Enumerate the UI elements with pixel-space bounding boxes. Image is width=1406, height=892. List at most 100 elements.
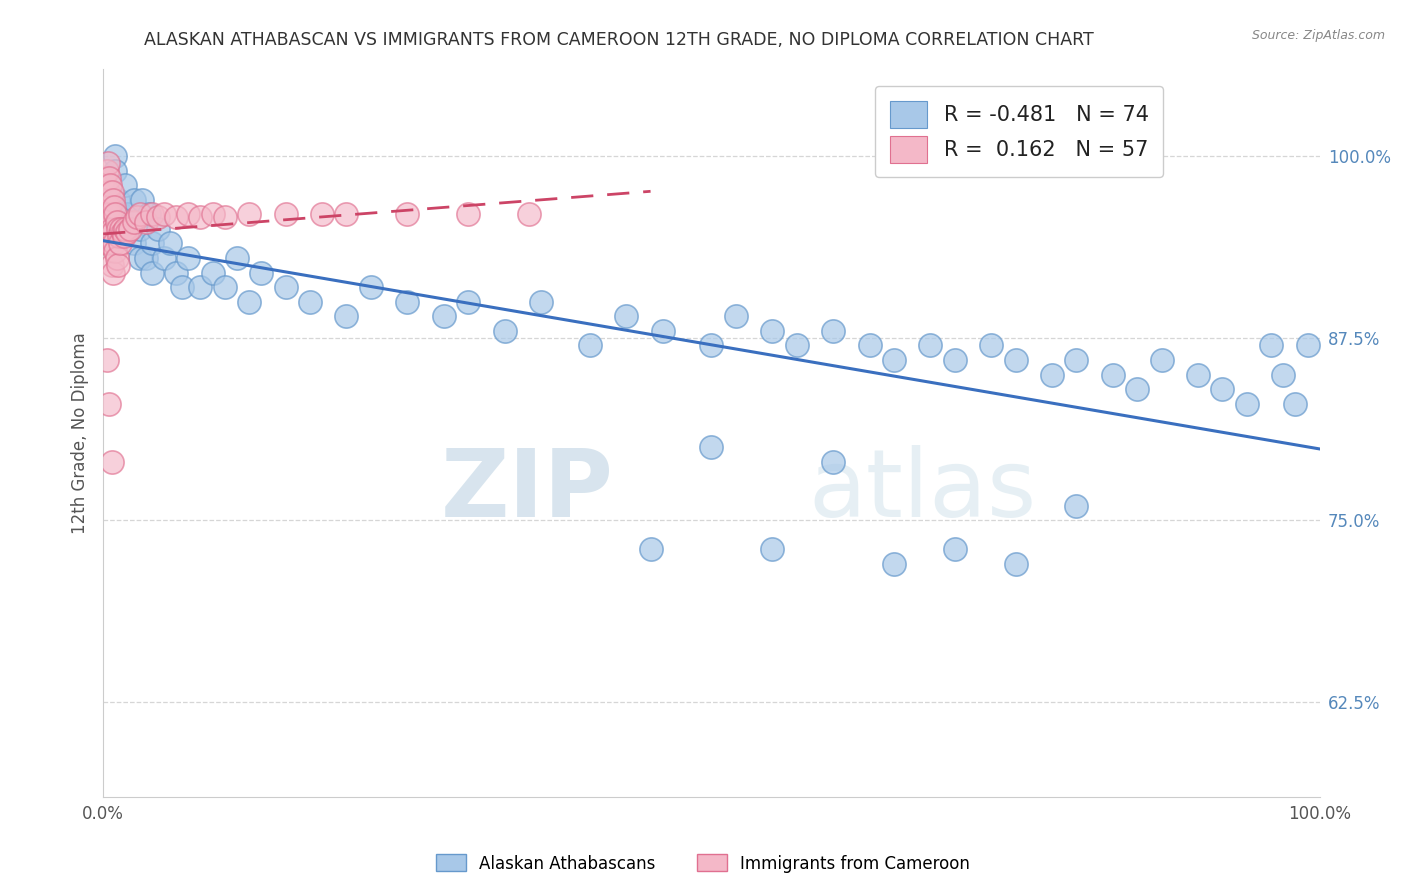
Point <box>105 251 128 265</box>
Point <box>821 324 844 338</box>
Point <box>101 225 124 239</box>
Point <box>1004 353 1026 368</box>
Point <box>105 214 128 228</box>
Point <box>101 266 124 280</box>
Point <box>578 338 600 352</box>
Point <box>127 210 149 224</box>
Point <box>238 207 260 221</box>
Point <box>274 280 297 294</box>
Text: Source: ZipAtlas.com: Source: ZipAtlas.com <box>1251 29 1385 42</box>
Point <box>97 156 120 170</box>
Point <box>141 266 163 280</box>
Point <box>298 294 321 309</box>
Point <box>101 193 124 207</box>
Point <box>93 170 115 185</box>
Point <box>94 200 117 214</box>
Point <box>98 236 121 251</box>
Point <box>457 294 479 309</box>
Point <box>1284 397 1306 411</box>
Point <box>172 280 194 294</box>
Point <box>786 338 808 352</box>
Point <box>433 310 456 324</box>
Point <box>114 222 136 236</box>
Point <box>614 310 637 324</box>
Point <box>131 193 153 207</box>
Point <box>110 222 132 236</box>
Point <box>104 207 127 221</box>
Point <box>724 310 747 324</box>
Point <box>100 186 122 200</box>
Point <box>96 353 118 368</box>
Point <box>135 251 157 265</box>
Point <box>117 225 139 239</box>
Point <box>1150 353 1173 368</box>
Point <box>153 207 176 221</box>
Point <box>107 222 129 236</box>
Point <box>98 397 121 411</box>
Point <box>761 324 783 338</box>
Point <box>100 178 122 193</box>
Point <box>146 222 169 236</box>
Point <box>104 149 127 163</box>
Point <box>96 163 118 178</box>
Point <box>651 324 673 338</box>
Point <box>110 207 132 221</box>
Point <box>396 294 419 309</box>
Point <box>100 222 122 236</box>
Point <box>97 186 120 200</box>
Text: atlas: atlas <box>808 445 1038 537</box>
Text: ALASKAN ATHABASCAN VS IMMIGRANTS FROM CAMEROON 12TH GRADE, NO DIPLOMA CORRELATIO: ALASKAN ATHABASCAN VS IMMIGRANTS FROM CA… <box>143 31 1094 49</box>
Point <box>1066 353 1088 368</box>
Point <box>104 244 127 258</box>
Point <box>700 338 723 352</box>
Point <box>883 557 905 571</box>
Point <box>141 236 163 251</box>
Y-axis label: 12th Grade, No Diploma: 12th Grade, No Diploma <box>72 332 89 533</box>
Point <box>530 294 553 309</box>
Point <box>103 200 125 214</box>
Legend: Alaskan Athabascans, Immigrants from Cameroon: Alaskan Athabascans, Immigrants from Cam… <box>429 847 977 880</box>
Point <box>1102 368 1125 382</box>
Point <box>128 207 150 221</box>
Point <box>128 222 150 236</box>
Point <box>98 170 121 185</box>
Point <box>980 338 1002 352</box>
Point <box>1066 499 1088 513</box>
Point <box>122 193 145 207</box>
Point <box>943 542 966 557</box>
Point <box>214 210 236 224</box>
Point <box>201 266 224 280</box>
Text: ZIP: ZIP <box>441 445 614 537</box>
Point <box>165 266 187 280</box>
Point <box>96 207 118 221</box>
Point <box>250 266 273 280</box>
Point <box>640 542 662 557</box>
Point <box>111 225 134 239</box>
Point <box>943 353 966 368</box>
Point <box>858 338 880 352</box>
Point <box>1211 382 1233 396</box>
Point <box>101 207 124 221</box>
Point <box>920 338 942 352</box>
Point <box>457 207 479 221</box>
Point <box>1260 338 1282 352</box>
Point <box>214 280 236 294</box>
Point <box>517 207 540 221</box>
Point <box>110 222 132 236</box>
Point <box>122 236 145 251</box>
Point <box>311 207 333 221</box>
Point <box>274 207 297 221</box>
Point <box>883 353 905 368</box>
Point <box>117 207 139 221</box>
Point <box>190 210 212 224</box>
Point <box>141 207 163 221</box>
Point <box>118 222 141 236</box>
Point <box>1040 368 1063 382</box>
Point <box>103 236 125 251</box>
Point <box>159 236 181 251</box>
Point <box>1272 368 1295 382</box>
Point <box>100 455 122 469</box>
Point <box>226 251 249 265</box>
Point <box>98 193 121 207</box>
Point <box>107 193 129 207</box>
